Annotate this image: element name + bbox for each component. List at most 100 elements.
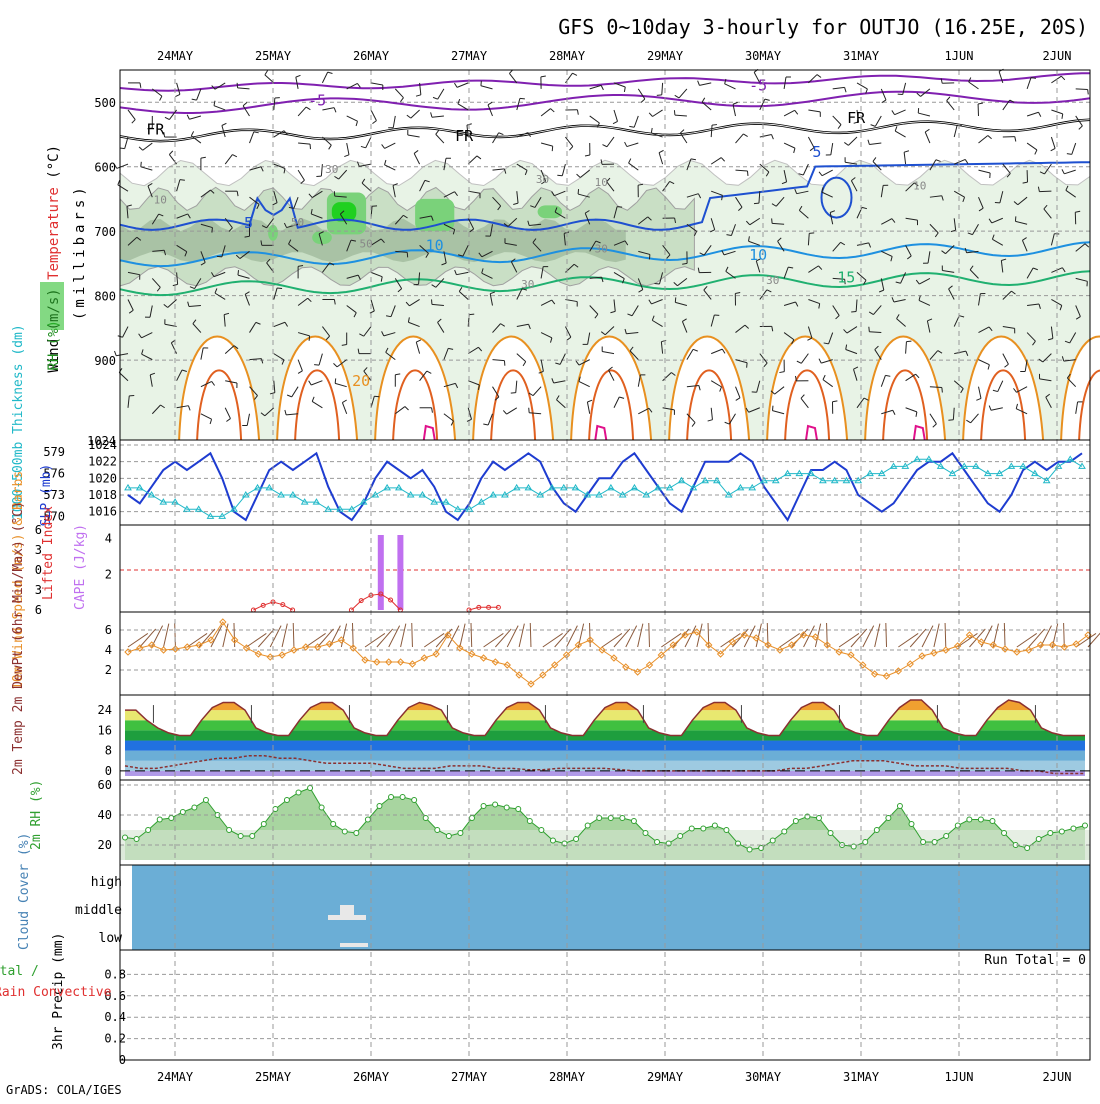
wind-barb-flag: [382, 144, 385, 148]
slp-tick: 1024: [88, 438, 117, 452]
wind-barb: [903, 83, 906, 95]
wind-barb-flag: [691, 159, 696, 160]
date-label-top: 1JUN: [945, 49, 974, 63]
rh-marker: [250, 834, 255, 839]
rh-marker: [296, 790, 301, 795]
wind-barb: [143, 143, 153, 150]
wind-barb-flag: [541, 76, 546, 77]
rh-marker: [192, 805, 197, 810]
wind-barb-flag: [895, 126, 897, 131]
wind-barb: [969, 82, 979, 89]
rh-marker: [828, 831, 833, 836]
slp-line: [128, 453, 1082, 520]
lifted-ylabel: Lifted Index: [41, 506, 56, 600]
wind-barb-flag: [243, 102, 247, 105]
surface-wind-barb: [401, 624, 406, 647]
thickness-marker: [737, 485, 743, 490]
date-label-top: 25MAY: [255, 49, 292, 63]
surface-wind-barb: [827, 623, 828, 647]
date-label-bottom: 1JUN: [945, 1070, 974, 1084]
wind-barb-flag: [254, 132, 259, 133]
temp-color-band: [120, 761, 1090, 771]
wind-barb-flag: [175, 94, 180, 96]
thickness-marker: [137, 485, 143, 490]
wind-barb-flag: [585, 155, 590, 156]
wind-barb: [614, 110, 618, 121]
slp-tick: 1022: [88, 455, 117, 469]
surface-wind-barb: [270, 626, 281, 647]
rh-marker: [886, 816, 891, 821]
cloud-cover-field: [132, 865, 1090, 950]
thickness-marker: [914, 456, 920, 461]
rh-marker: [712, 823, 717, 828]
wind-barb: [265, 75, 274, 83]
wind-barb-flag: [1035, 150, 1037, 155]
wind-barb-flag: [1079, 126, 1083, 129]
wind-barb-flag: [416, 95, 421, 96]
wind-barb: [177, 83, 180, 95]
date-label-bottom: 29MAY: [647, 1070, 684, 1084]
thickness-marker: [573, 485, 579, 490]
rh-moist-blob: [312, 231, 332, 244]
thickness-marker: [266, 485, 272, 490]
rh-marker: [1025, 846, 1030, 851]
date-label-top: 2JUN: [1043, 49, 1072, 63]
surface-wind-barb: [1004, 623, 1005, 647]
date-label-bottom: 26MAY: [353, 1070, 390, 1084]
rh-marker: [435, 828, 440, 833]
wind-barb-flag: [1051, 148, 1055, 150]
cloud-level-label: low: [99, 931, 123, 946]
rh-marker: [238, 834, 243, 839]
thickness-marker: [255, 485, 261, 490]
surface-wind-barb: [164, 624, 169, 647]
wind-barb: [1051, 76, 1061, 83]
wind-barb-flag: [551, 109, 555, 112]
wind-barb-flag: [309, 336, 310, 341]
wind-barb-flag: [698, 81, 700, 86]
surface-wind-barb: [460, 624, 465, 647]
cape-ylabel: CAPE (J/kg): [73, 524, 88, 610]
surface-wind-barb: [471, 623, 472, 647]
rh-marker: [539, 828, 544, 833]
rh-marker: [770, 838, 775, 843]
surface-wind-barb: [649, 623, 650, 647]
rh-marker: [481, 804, 486, 809]
wind-barb: [979, 135, 988, 143]
wind-barb-flag: [641, 99, 645, 102]
surface-wind-barb: [507, 626, 518, 647]
wind-barb: [1064, 170, 1075, 174]
rh-marker: [1048, 831, 1053, 836]
rh-marker: [400, 795, 405, 800]
wind-barb-flag: [372, 121, 376, 124]
rh-marker: [978, 817, 983, 822]
thickness-marker: [125, 485, 131, 490]
wind-barb-flag: [629, 159, 631, 163]
date-label-top: 26MAY: [353, 49, 390, 63]
rh-marker: [516, 807, 521, 812]
wind-barb: [408, 135, 420, 137]
wind-barb: [590, 116, 600, 123]
contour-label: 10: [154, 193, 167, 206]
rh-marker: [655, 840, 660, 845]
wind-barb-flag: [217, 256, 222, 257]
surface-wind-barb: [389, 626, 400, 647]
wind-barb-flag: [431, 112, 432, 117]
wind-barb: [833, 87, 845, 88]
wind-barb: [321, 164, 322, 176]
wind-barb-flag: [265, 71, 268, 75]
wind-barb-flag: [361, 146, 366, 147]
wind-barb: [979, 170, 991, 173]
wind-barb-flag: [414, 150, 418, 153]
wind-barb-flag: [139, 147, 143, 150]
surface-wind-barb: [567, 626, 578, 647]
date-label-top: 24MAY: [157, 49, 194, 63]
wind-barb-flag: [733, 102, 738, 104]
wind-barb-flag: [356, 121, 357, 126]
slp-tick: 1016: [88, 505, 117, 519]
wind-barb-flag: [334, 108, 336, 113]
rh-marker: [793, 819, 798, 824]
surface-wind-barb: [945, 623, 946, 647]
wind-barb-flag: [328, 72, 333, 73]
wind-barb: [436, 134, 444, 143]
wind-barb: [225, 155, 232, 165]
